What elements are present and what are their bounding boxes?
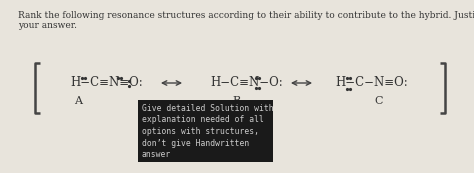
Text: A: A — [74, 96, 82, 106]
Text: Rank the following resonance structures according to their ability to contribute: Rank the following resonance structures … — [18, 11, 474, 20]
Text: your answer.: your answer. — [18, 21, 77, 30]
Text: explanation needed of all: explanation needed of all — [142, 116, 264, 125]
Text: options with structures,: options with structures, — [142, 127, 259, 136]
Bar — [138, 100, 273, 162]
Text: H−C≡N≡O:: H−C≡N≡O: — [70, 76, 143, 89]
Text: answer: answer — [142, 150, 171, 159]
Text: H−C−N≡O:: H−C−N≡O: — [335, 76, 408, 89]
Text: don’t give Handwritten: don’t give Handwritten — [142, 139, 249, 148]
Text: H−C≡N−O:: H−C≡N−O: — [210, 76, 283, 89]
Text: Give detailed Solution with: Give detailed Solution with — [142, 104, 273, 113]
Text: B: B — [232, 96, 240, 106]
Text: C: C — [375, 96, 383, 106]
